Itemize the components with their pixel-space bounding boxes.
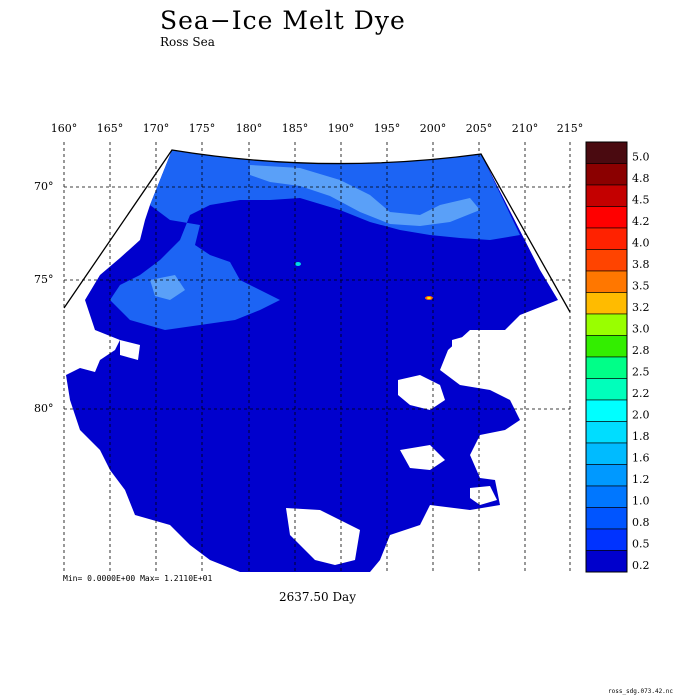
land-mask xyxy=(452,335,478,360)
colorbar-swatch xyxy=(585,356,628,379)
lon-label: 185° xyxy=(281,122,309,135)
colorbar-swatch xyxy=(585,399,628,422)
lat-label: 70° xyxy=(34,180,54,193)
colorbar-label: 3.0 xyxy=(632,323,650,336)
parallel-gridlines xyxy=(64,186,570,410)
colorbar-swatch xyxy=(585,249,628,272)
lon-label: 175° xyxy=(188,122,216,135)
lon-label: 160° xyxy=(50,122,78,135)
colorbar-label: 4.8 xyxy=(632,172,650,185)
lon-label: 200° xyxy=(419,122,447,135)
colorbar-swatch xyxy=(585,270,628,293)
land-mask xyxy=(470,486,497,505)
colorbar-label: 1.0 xyxy=(632,495,650,508)
colorbar-label: 4.0 xyxy=(632,237,650,250)
lon-label: 180° xyxy=(235,122,263,135)
colorbar-swatch xyxy=(585,550,628,573)
domain-boundary xyxy=(63,149,571,313)
colorbar-label: 3.5 xyxy=(632,280,650,293)
colorbar-label: 2.2 xyxy=(632,387,650,400)
lon-label: 210° xyxy=(511,122,539,135)
lon-label: 165° xyxy=(96,122,124,135)
colorbar-swatch xyxy=(585,313,628,336)
lat-label: 80° xyxy=(34,402,54,415)
colorbar-swatch xyxy=(585,485,628,508)
lon-label: 195° xyxy=(373,122,401,135)
dye-field-high xyxy=(250,165,480,226)
colorbar-label: 2.8 xyxy=(632,344,650,357)
dye-field-mid xyxy=(110,150,520,330)
map-title: Sea−Ice Melt Dye xyxy=(160,6,406,35)
colorbar-label: 0.5 xyxy=(632,538,650,551)
colorbar-swatch xyxy=(585,227,628,250)
lat-label: 75° xyxy=(34,273,54,286)
colorbar-swatch xyxy=(585,184,628,207)
colorbar-label: 0.8 xyxy=(632,516,650,529)
colorbar-swatch xyxy=(585,528,628,551)
colorbar-label: 2.5 xyxy=(632,366,650,379)
colorbar-label: 4.2 xyxy=(632,215,650,228)
colorbar-label: 5.0 xyxy=(632,151,650,164)
land-mask xyxy=(286,508,360,565)
colorbar-swatch xyxy=(585,507,628,530)
dye-field-high xyxy=(150,275,185,300)
colorbar-swatch xyxy=(585,421,628,444)
land-mask xyxy=(120,340,140,360)
colorbar-label: 1.2 xyxy=(632,473,650,486)
colorbar-label: 2.0 xyxy=(632,409,650,422)
colorbar-swatch xyxy=(585,141,628,164)
time-label: 2637.50 Day xyxy=(279,590,356,604)
ocean-field xyxy=(66,150,558,572)
colorbar-swatch xyxy=(585,163,628,186)
lon-label: 205° xyxy=(465,122,493,135)
colorbar-swatch xyxy=(585,206,628,229)
file-footer: ross_sdg.073.42.nc xyxy=(608,688,674,695)
colorbar-swatch xyxy=(585,292,628,315)
colorbar-label: 1.6 xyxy=(632,452,650,465)
land-mask xyxy=(400,445,445,470)
colorbar-swatch xyxy=(585,335,628,358)
colorbar-label: 3.2 xyxy=(632,301,650,314)
colorbar-frame xyxy=(585,141,628,573)
colorbar-label: 4.5 xyxy=(632,194,650,207)
colorbar-label: 1.8 xyxy=(632,430,650,443)
colorbar-swatch xyxy=(585,442,628,465)
lon-label: 215° xyxy=(556,122,584,135)
map-subtitle: Ross Sea xyxy=(160,35,215,49)
hotspot-marker xyxy=(295,262,301,266)
colorbar: 5.0 4.8 4.5 4.2 4.0 3.8 3.5 3.2 3.0 2.8 2.5 2.2 2.0 1… xyxy=(585,141,650,573)
colorbar-swatch xyxy=(585,378,628,401)
lon-label: 170° xyxy=(142,122,170,135)
colorbar-label: 0.2 xyxy=(632,559,650,572)
min-max-stats: Min= 0.0000E+00 Max= 1.2110E+01 xyxy=(63,574,213,583)
colorbar-label: 3.8 xyxy=(632,258,650,271)
colorbar-swatch xyxy=(585,464,628,487)
lon-label: 190° xyxy=(327,122,355,135)
